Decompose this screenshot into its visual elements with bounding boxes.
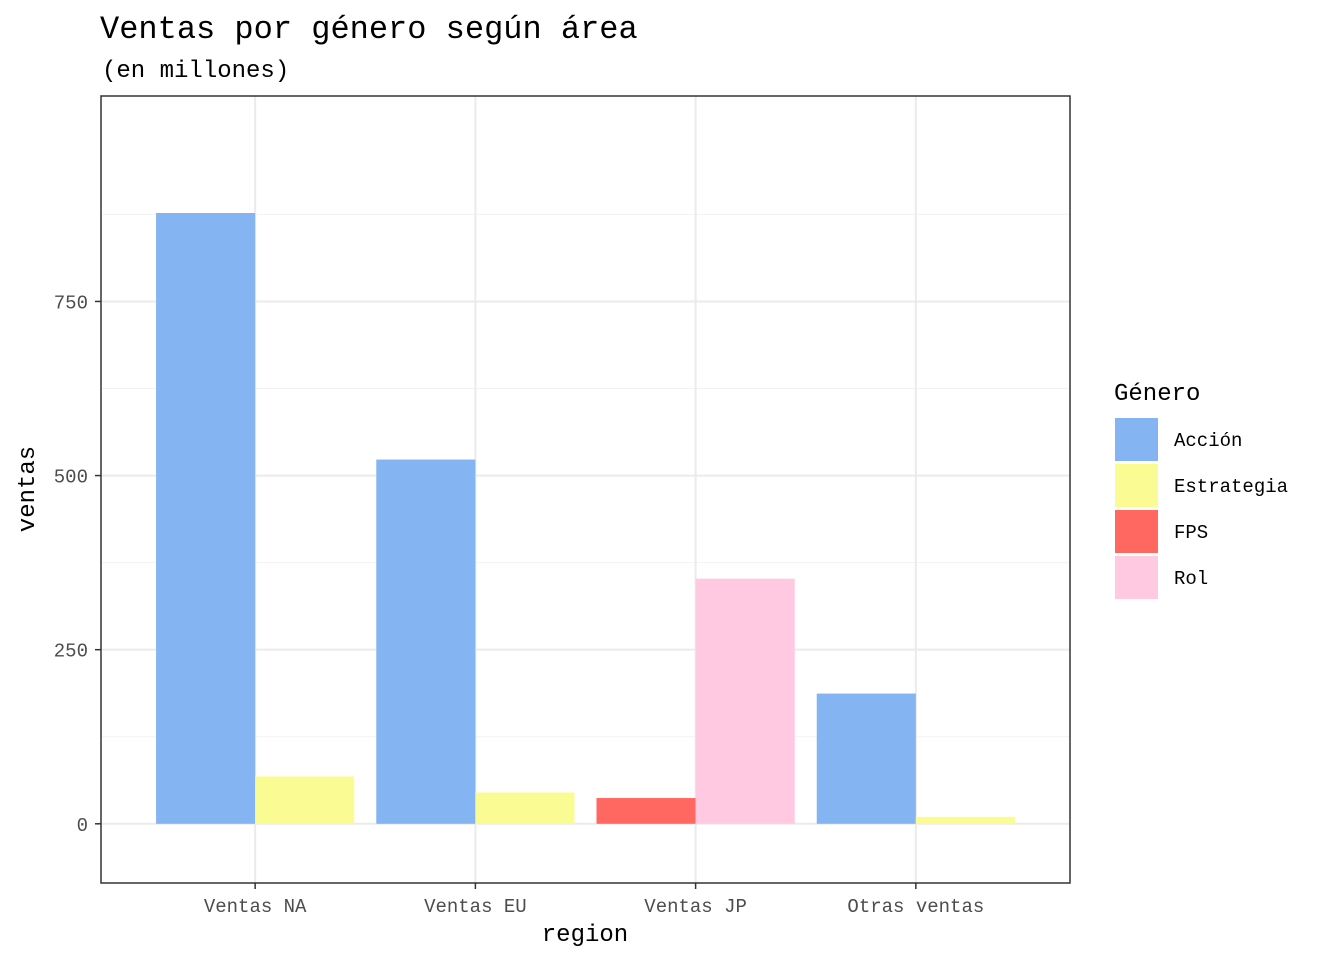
y-tick-label: 750	[54, 292, 88, 314]
y-tick-label: 500	[54, 467, 88, 489]
y-tick-label: 250	[54, 641, 88, 663]
bar	[255, 776, 355, 824]
bar	[915, 816, 1015, 824]
legend: Acción Estrategia FPS Rol	[1115, 418, 1288, 599]
legend-label: Estrategia	[1174, 476, 1288, 498]
legend-label: FPS	[1174, 522, 1208, 544]
legend-title: Género	[1114, 381, 1200, 408]
y-axis: 0 250 500 750	[54, 292, 101, 837]
x-tick-label: Ventas JP	[644, 896, 747, 918]
legend-swatch	[1115, 510, 1158, 553]
y-axis-title: ventas	[15, 446, 42, 532]
y-tick-label: 0	[77, 815, 88, 837]
legend-swatch	[1115, 418, 1158, 461]
x-tick-label: Otras ventas	[847, 896, 984, 918]
x-tick-label: Ventas EU	[424, 896, 527, 918]
x-axis: Ventas NA Ventas EU Ventas JP Otras ventas	[204, 883, 984, 918]
x-tick-label: Ventas NA	[204, 896, 307, 918]
legend-label: Rol	[1174, 568, 1208, 590]
chart-title: Ventas por género según área	[100, 11, 638, 48]
chart-subtitle: (en millones)	[102, 58, 289, 85]
bar	[816, 693, 916, 824]
bar	[376, 459, 476, 824]
x-axis-title: region	[542, 922, 628, 949]
bar	[596, 798, 696, 824]
legend-label: Acción	[1174, 430, 1242, 452]
legend-swatch	[1115, 556, 1158, 599]
plot-bars	[156, 213, 1015, 824]
legend-swatch	[1115, 464, 1158, 507]
bar	[475, 792, 575, 824]
bar	[695, 578, 795, 824]
plot-panel-border	[100, 95, 1071, 884]
bar	[156, 213, 256, 824]
